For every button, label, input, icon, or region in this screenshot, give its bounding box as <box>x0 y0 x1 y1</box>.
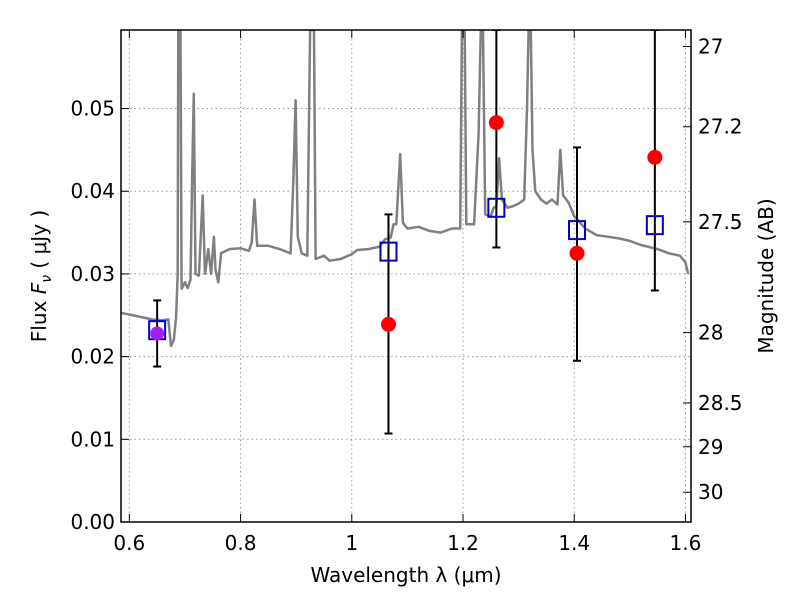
synthetic-flux-square <box>487 197 506 218</box>
x-tick-label: 0.6 <box>113 531 145 555</box>
overlap-flux-point <box>150 326 165 341</box>
x-tick-label: 1.2 <box>447 531 479 555</box>
tick-labels: 0.6 0.8 1 1.2 1.4 1.6 0.00 0.01 0.02 0.03 0.04 0.05… <box>70 35 742 555</box>
synthetic-flux-square <box>645 215 664 236</box>
y-axis-title-symbol: F <box>27 282 51 294</box>
observed-flux-point <box>380 316 396 332</box>
synthetic-flux-square <box>379 241 398 262</box>
x-axis-title: Wavelength λ (μm) <box>310 563 501 587</box>
y-axis-title-prefix: Flux <box>27 294 51 342</box>
model-spectrum-line <box>121 30 690 348</box>
tick-marks <box>121 30 691 523</box>
magnitude-tick-label: 28 <box>698 321 723 345</box>
plot-frame <box>120 29 692 523</box>
y-tick-label: 0.04 <box>70 179 115 203</box>
plot-area <box>121 30 690 435</box>
y-tick-label: 0.03 <box>70 262 115 286</box>
grid-lines <box>121 30 691 523</box>
y-tick-label: 0.00 <box>70 510 115 534</box>
x-tick-label: 1.6 <box>670 531 702 555</box>
magnitude-tick-label: 27 <box>698 35 723 59</box>
axes-frame <box>120 29 692 523</box>
magnitude-tick-label: 27.5 <box>698 210 743 234</box>
y-tick-label: 0.05 <box>70 97 115 121</box>
y-tick-label: 0.02 <box>70 345 115 369</box>
observed-flux-point <box>488 115 504 131</box>
magnitude-tick-label: 28.5 <box>698 391 743 415</box>
y-axis-title-subscript: ν <box>39 275 55 283</box>
observed-flux-point <box>647 149 663 165</box>
y-axis-title-left: Flux Fν ( μJy ) <box>27 210 55 342</box>
observed-flux-point <box>569 245 585 261</box>
y-axis-title-unit: ( μJy ) <box>27 210 51 275</box>
y-tick-label: 0.01 <box>70 427 115 451</box>
x-tick-label: 1 <box>345 531 358 555</box>
magnitude-tick-label: 29 <box>698 435 723 459</box>
synthetic-flux-square <box>568 220 586 241</box>
y-axis-title-right: Magnitude (AB) <box>754 198 778 353</box>
magnitude-tick-label: 27.2 <box>698 115 743 139</box>
x-tick-label: 0.8 <box>225 531 257 555</box>
x-tick-label: 1.4 <box>558 531 590 555</box>
magnitude-tick-label: 30 <box>698 480 723 504</box>
